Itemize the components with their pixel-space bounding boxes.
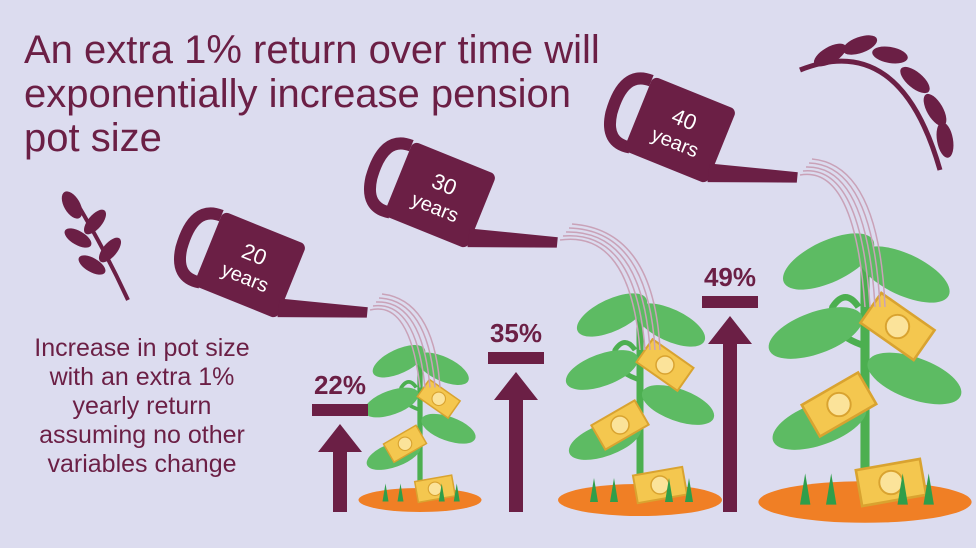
grass bbox=[685, 478, 693, 502]
increase-arrow bbox=[494, 372, 538, 512]
grass bbox=[610, 478, 618, 502]
leaf bbox=[641, 385, 715, 425]
caption: Increase in pot size with an extra 1% ye… bbox=[34, 334, 250, 478]
increase-arrow bbox=[708, 316, 752, 512]
grass bbox=[438, 483, 445, 502]
leaf bbox=[421, 413, 476, 444]
banknote-seal bbox=[610, 415, 630, 435]
leaf bbox=[867, 352, 962, 405]
water-stream bbox=[571, 223, 661, 351]
can-spout bbox=[707, 163, 798, 183]
grass bbox=[800, 473, 811, 505]
grass bbox=[397, 483, 404, 502]
banknote-seal bbox=[655, 355, 675, 375]
water-stream bbox=[808, 162, 881, 308]
water-stream bbox=[799, 173, 866, 308]
banknote-seal bbox=[650, 475, 670, 495]
value-label: 22% bbox=[314, 370, 366, 400]
leaf bbox=[782, 233, 875, 290]
grass bbox=[453, 483, 460, 502]
water-stream bbox=[802, 170, 871, 308]
water-stream bbox=[805, 166, 876, 308]
plant bbox=[358, 345, 482, 512]
water-stream bbox=[381, 293, 441, 388]
can-body bbox=[625, 77, 735, 183]
water-stream bbox=[375, 301, 431, 388]
grass bbox=[665, 478, 673, 502]
water-stream bbox=[559, 238, 641, 351]
banknote-seal bbox=[397, 436, 413, 452]
plant bbox=[758, 233, 972, 523]
water-stream bbox=[562, 235, 646, 351]
value-label: 35% bbox=[490, 318, 542, 348]
leaf bbox=[576, 293, 648, 337]
leaf bbox=[416, 352, 469, 385]
can-body bbox=[385, 142, 495, 248]
title: An extra 1% return over time will expone… bbox=[24, 28, 600, 160]
grass bbox=[826, 473, 837, 505]
leaf-sprig bbox=[61, 191, 130, 301]
leaf bbox=[565, 350, 639, 390]
water-stream bbox=[372, 304, 426, 388]
banknote-seal bbox=[431, 391, 447, 407]
can-body bbox=[195, 212, 305, 318]
leaf bbox=[634, 303, 706, 347]
can-spout bbox=[277, 298, 368, 318]
grass bbox=[382, 483, 389, 502]
can-handle bbox=[364, 137, 414, 219]
can-handle bbox=[604, 72, 654, 154]
water-stream bbox=[378, 297, 436, 388]
water-stream bbox=[811, 158, 886, 308]
can-handle bbox=[174, 207, 224, 289]
leaf bbox=[372, 345, 426, 378]
banknote-seal bbox=[878, 469, 904, 496]
banknote-seal bbox=[427, 481, 443, 497]
grass bbox=[590, 478, 598, 502]
value-label: 49% bbox=[704, 262, 756, 292]
water-stream bbox=[565, 231, 651, 351]
increase-arrow bbox=[318, 424, 362, 512]
wreath-branch bbox=[799, 35, 954, 171]
grass bbox=[897, 473, 908, 505]
banknote-seal bbox=[884, 313, 911, 340]
water-stream bbox=[369, 308, 421, 388]
water-stream bbox=[568, 227, 656, 351]
plant bbox=[558, 293, 722, 516]
value-bar bbox=[312, 404, 368, 416]
value-bar bbox=[702, 296, 758, 308]
leaf bbox=[768, 307, 863, 359]
grass bbox=[923, 473, 934, 505]
value-bar bbox=[488, 352, 544, 364]
leaf bbox=[364, 387, 419, 418]
banknote-seal bbox=[826, 391, 852, 418]
can-spout bbox=[467, 228, 558, 248]
